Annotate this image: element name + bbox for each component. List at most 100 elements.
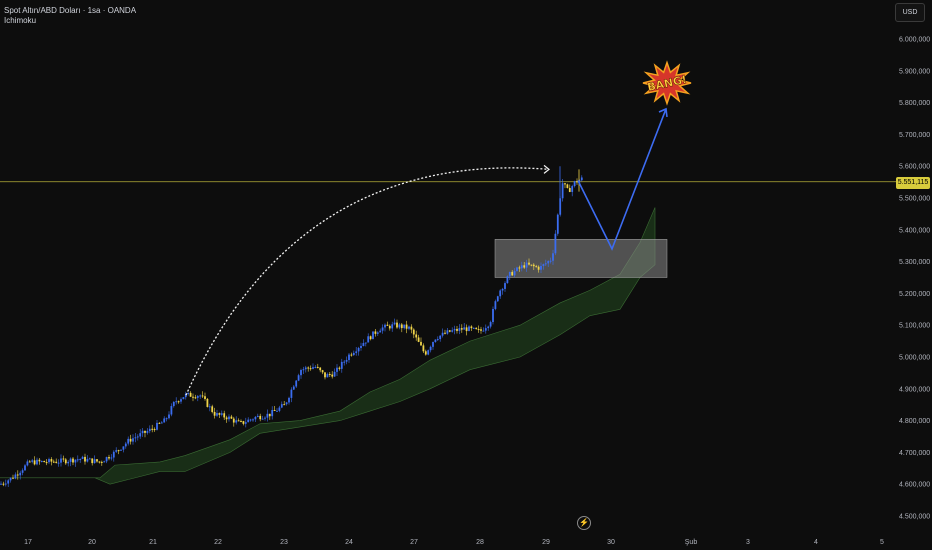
candle-body bbox=[14, 474, 17, 479]
candle-body bbox=[88, 458, 91, 460]
candle-body bbox=[417, 337, 420, 342]
zone-rect bbox=[494, 239, 668, 278]
y-tick-label: 5.800,000 bbox=[899, 100, 930, 107]
candle-body bbox=[427, 350, 430, 355]
candle-body bbox=[136, 436, 139, 438]
candle-body bbox=[547, 261, 550, 264]
y-tick-label: 4.500,000 bbox=[899, 514, 930, 521]
candle-body bbox=[530, 264, 533, 266]
candle-body bbox=[127, 438, 130, 444]
candle-body bbox=[391, 324, 394, 329]
candle-body bbox=[412, 329, 415, 335]
candle-body bbox=[117, 450, 120, 452]
candle-body bbox=[206, 398, 209, 407]
candle-body bbox=[108, 457, 110, 459]
time-axis[interactable]: 17 20 21 22 23 24 27 28 29 30 Şub 3 4 5 bbox=[24, 539, 884, 546]
candle-body bbox=[285, 402, 288, 405]
candle-body bbox=[93, 459, 96, 464]
candle-body bbox=[367, 336, 370, 343]
candle-body bbox=[520, 265, 523, 269]
candle-body bbox=[28, 461, 31, 463]
lightning-icon[interactable]: ⚡ bbox=[577, 516, 591, 530]
candle-body bbox=[444, 332, 446, 334]
candle-body bbox=[187, 392, 190, 394]
candle-body bbox=[146, 431, 149, 433]
candle-body bbox=[470, 326, 473, 329]
candle-body bbox=[100, 461, 103, 463]
candle-body bbox=[566, 184, 569, 188]
candle-body bbox=[235, 420, 238, 423]
candle-body bbox=[273, 410, 276, 412]
candle-body bbox=[420, 341, 422, 346]
price-axis[interactable]: 6.000,000 5.900,000 5.800,000 5.700,000 5.60… bbox=[899, 37, 930, 521]
candle-body bbox=[307, 367, 310, 369]
candle-body bbox=[379, 330, 382, 333]
candle-body bbox=[91, 458, 94, 464]
candle-body bbox=[357, 347, 360, 352]
candle-body bbox=[348, 354, 350, 361]
candle-body bbox=[297, 375, 300, 381]
candle-body bbox=[319, 367, 322, 371]
candle-body bbox=[223, 413, 226, 418]
candle-body bbox=[544, 263, 547, 265]
candle-body bbox=[434, 339, 437, 343]
y-tick-label: 5.300,000 bbox=[899, 259, 930, 266]
candle-body bbox=[516, 267, 518, 271]
candle-body bbox=[492, 308, 494, 323]
candle-body bbox=[4, 483, 7, 485]
candle-body bbox=[129, 438, 132, 442]
x-tick-label: 17 bbox=[24, 539, 32, 546]
candle-body bbox=[554, 233, 557, 254]
candles bbox=[0, 166, 583, 488]
candle-body bbox=[156, 422, 158, 430]
candle-body bbox=[2, 483, 5, 485]
candle-body bbox=[26, 461, 29, 466]
x-tick-label: 30 bbox=[607, 539, 615, 546]
candle-body bbox=[528, 262, 530, 265]
x-tick-label: 29 bbox=[542, 539, 550, 546]
candle-body bbox=[120, 449, 122, 451]
candle-body bbox=[468, 326, 470, 332]
candle-body bbox=[494, 301, 497, 309]
candle-body bbox=[180, 399, 182, 402]
y-tick-label: 5.500,000 bbox=[899, 196, 930, 203]
candle-body bbox=[134, 437, 137, 439]
candle-body bbox=[21, 470, 24, 473]
candle-body bbox=[381, 327, 384, 331]
candle-body bbox=[268, 413, 271, 417]
x-tick-label: 27 bbox=[410, 539, 418, 546]
candle-body bbox=[398, 324, 401, 328]
candle-body bbox=[74, 459, 77, 463]
candle-body bbox=[369, 336, 372, 340]
candle-body bbox=[396, 322, 398, 328]
candle-body bbox=[81, 456, 84, 459]
candle-body bbox=[496, 296, 499, 302]
candle-body bbox=[84, 456, 86, 462]
candle-body bbox=[141, 430, 144, 434]
candle-body bbox=[302, 369, 305, 371]
projection-line bbox=[577, 108, 667, 251]
candle-body bbox=[45, 462, 48, 464]
candle-body bbox=[204, 396, 206, 399]
indicator-label[interactable]: Ichimoku bbox=[4, 16, 37, 25]
currency-button[interactable]: USD bbox=[895, 3, 925, 22]
candle-body bbox=[153, 429, 156, 431]
candle-body bbox=[424, 351, 427, 355]
candle-body bbox=[290, 389, 293, 398]
projection-arrowhead bbox=[658, 107, 668, 118]
candle-body bbox=[352, 352, 355, 355]
candle-body bbox=[487, 326, 490, 329]
candle-body bbox=[465, 327, 468, 332]
candle-body bbox=[448, 330, 451, 332]
candle-body bbox=[40, 461, 43, 463]
candle-body bbox=[9, 477, 12, 481]
candle-body bbox=[345, 360, 348, 362]
curve-path bbox=[185, 167, 550, 396]
candle-body bbox=[55, 461, 58, 463]
candle-body bbox=[532, 264, 535, 267]
candle-body bbox=[511, 271, 514, 276]
candle-body bbox=[499, 290, 502, 297]
candle-body bbox=[312, 367, 314, 369]
candle-body bbox=[561, 183, 564, 199]
